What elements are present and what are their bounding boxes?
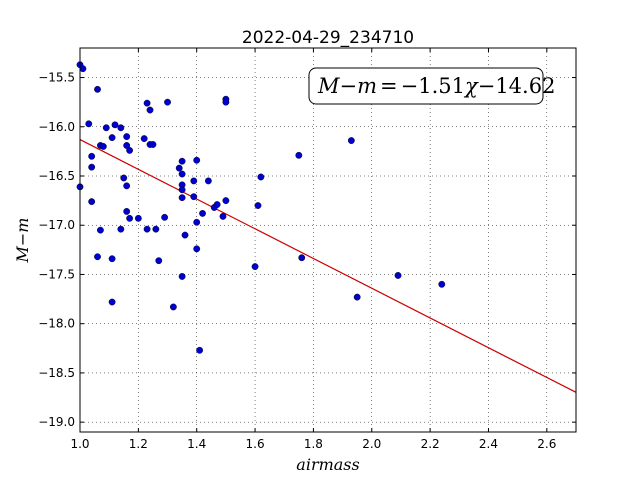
data-point (251, 263, 259, 270)
data-point (140, 135, 148, 142)
data-point (149, 141, 157, 148)
data-point (94, 85, 101, 93)
data-point (196, 346, 204, 354)
x-tick-label: 1.4 (187, 437, 206, 451)
data-point (123, 133, 131, 141)
y-tick-label: −18.5 (38, 366, 75, 380)
y-tick-label: −16.0 (38, 120, 75, 134)
y-tick-label: −18.0 (38, 317, 75, 331)
data-point (169, 303, 177, 311)
data-point (102, 124, 110, 132)
data-point (143, 99, 151, 107)
y-tick-label: −17.5 (38, 267, 75, 281)
x-tick-label: 1.6 (246, 437, 265, 451)
data-point (213, 201, 221, 208)
data-point (175, 164, 183, 172)
x-tick-label: 2.4 (479, 437, 498, 451)
y-axis-ticks: −15.5 −16.0 −16.5 −17.0 −17.5 −18.0 −18.5 −19.0 (38, 71, 576, 429)
data-point (120, 174, 128, 182)
data-point (193, 245, 201, 253)
data-point (353, 293, 361, 301)
y-tick-label: −16.5 (38, 169, 75, 183)
equation-annotation: M−m = −1.51χ−14.62 (308, 67, 555, 105)
x-tick-label: 1.2 (129, 437, 148, 451)
data-point (222, 98, 230, 106)
data-point (257, 173, 265, 181)
data-point (126, 146, 134, 154)
data-point (108, 298, 116, 306)
data-point (108, 255, 116, 263)
gridlines (79, 48, 576, 432)
data-point (178, 157, 186, 165)
data-point (152, 225, 160, 233)
data-points (76, 61, 446, 354)
y-tick-label: −17.0 (38, 218, 75, 232)
x-axis-label: airmass (296, 455, 359, 474)
data-point (219, 212, 227, 220)
y-tick-label: −15.5 (38, 71, 75, 85)
y-axis-label: M−m (13, 218, 32, 264)
data-point (117, 225, 125, 233)
data-point (181, 231, 189, 239)
data-point (178, 194, 186, 202)
data-point (146, 106, 154, 114)
data-point (126, 214, 134, 222)
data-point (204, 177, 212, 185)
data-point (88, 198, 96, 206)
data-point (178, 186, 186, 194)
data-point (193, 156, 201, 164)
equation-variable: χ (463, 74, 479, 98)
x-tick-label: 1.0 (70, 437, 89, 451)
data-point (178, 170, 186, 178)
data-point (117, 124, 125, 132)
data-point (347, 137, 355, 144)
data-point (85, 120, 93, 128)
plot-area (80, 48, 576, 432)
equation-slope: −1.51 (401, 74, 465, 98)
data-point (161, 213, 169, 221)
x-tick-label: 2.6 (537, 437, 556, 451)
data-point (123, 208, 131, 215)
x-axis-ticks: 1.0 1.2 1.4 1.6 1.8 2.0 2.2 2.4 2.6 (70, 48, 556, 451)
equation-intercept: −14.62 (478, 74, 556, 98)
fit-line (79, 139, 577, 393)
data-point (254, 202, 262, 209)
equation-text: M−m = −1.51χ−14.62 (317, 74, 555, 98)
data-point (99, 143, 107, 150)
x-tick-label: 2.2 (421, 437, 440, 451)
data-point (438, 280, 446, 288)
data-point (108, 134, 116, 142)
data-point (178, 273, 186, 280)
fit-line-group (79, 139, 577, 393)
chart-title: 2022-04-29_234710 (242, 28, 414, 48)
equation-equals: = (380, 74, 398, 98)
data-point (79, 65, 87, 73)
data-point (394, 272, 402, 279)
y-tick-label: −19.0 (38, 415, 75, 429)
data-point (164, 98, 171, 106)
equation-box (308, 67, 544, 105)
x-tick-label: 1.8 (304, 437, 323, 451)
data-point (123, 182, 131, 190)
data-point (97, 226, 104, 234)
data-point (88, 152, 96, 160)
data-point (190, 177, 198, 185)
data-point (190, 193, 198, 201)
plot-frame (79, 47, 577, 433)
data-point (222, 197, 230, 205)
data-point (155, 257, 163, 265)
equation-lhs: M−m (317, 74, 377, 98)
x-tick-label: 2.0 (362, 437, 381, 451)
data-point (94, 253, 101, 261)
data-point (88, 163, 96, 171)
data-point (298, 254, 306, 262)
data-point (143, 225, 151, 233)
data-point (199, 210, 206, 217)
data-point (193, 218, 201, 226)
data-point (134, 214, 142, 222)
data-point (111, 121, 119, 129)
data-point (295, 151, 303, 159)
